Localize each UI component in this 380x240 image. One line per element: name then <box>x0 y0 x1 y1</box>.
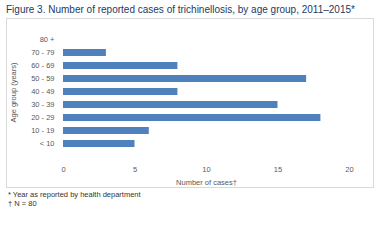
svg-text:Number of cases†: Number of cases† <box>176 178 237 187</box>
svg-text:0: 0 <box>61 165 65 174</box>
svg-text:10: 10 <box>202 165 210 174</box>
svg-text:80 +: 80 + <box>40 35 55 44</box>
svg-text:20: 20 <box>345 165 353 174</box>
html-text:† N = 80: † N = 80 <box>8 199 37 208</box>
svg-text:15: 15 <box>274 165 282 174</box>
svg-text:40 - 49: 40 - 49 <box>31 87 54 96</box>
svg-text:60 - 69: 60 - 69 <box>31 61 54 70</box>
svg-text:30 - 39: 30 - 39 <box>31 100 54 109</box>
html-text:Figure 3. Number of reported c: Figure 3. Number of reported cases of tr… <box>6 4 355 15</box>
svg-text:Age group (years): Age group (years) <box>9 62 18 123</box>
svg-text:20 - 29: 20 - 29 <box>31 113 54 122</box>
svg-text:< 10: < 10 <box>40 139 55 148</box>
svg-text:70 - 79: 70 - 79 <box>31 48 54 57</box>
svg-text:50 - 59: 50 - 59 <box>31 74 54 83</box>
svg-text:10 - 19: 10 - 19 <box>31 126 54 135</box>
html-text:* Year as reported by health d: * Year as reported by health department <box>8 190 141 199</box>
svg-text:5: 5 <box>133 165 137 174</box>
